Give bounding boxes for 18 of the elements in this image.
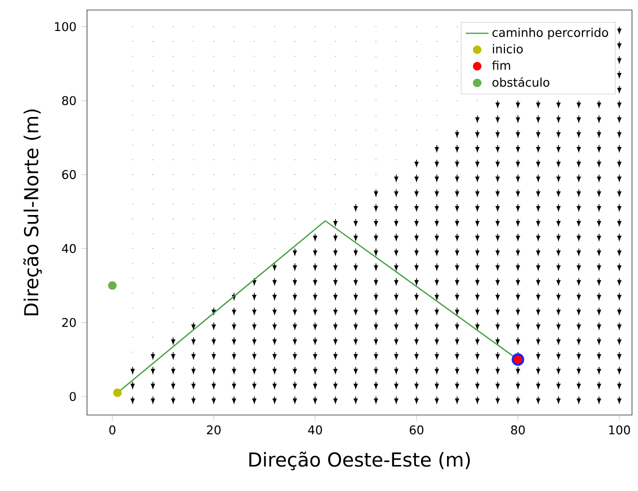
- y-tick-label: 0: [70, 392, 76, 402]
- y-tick-label: 40: [62, 244, 76, 254]
- legend-label: caminho percorrido: [492, 28, 608, 40]
- x-tick-label: 40: [308, 425, 322, 434]
- y-axis-title: Direção Sul-Norte (m): [23, 109, 42, 316]
- y-tick-label: 60: [62, 170, 76, 180]
- legend-label: obstáculo: [492, 77, 550, 87]
- x-tick-label: 100: [609, 425, 630, 434]
- legend-label: fim: [492, 60, 510, 70]
- legend-label: inicio: [492, 44, 523, 54]
- y-tick-label: 20: [62, 318, 76, 328]
- x-tick-label: 60: [410, 425, 424, 434]
- x-tick-label: 20: [206, 425, 221, 434]
- x-tick-label: 80: [511, 425, 525, 434]
- x-axis-title: Direção Oeste-Este (m): [249, 452, 470, 470]
- y-tick-label: 100: [55, 22, 76, 32]
- x-tick-label: 0: [109, 425, 116, 434]
- y-tick-label: 80: [62, 96, 76, 106]
